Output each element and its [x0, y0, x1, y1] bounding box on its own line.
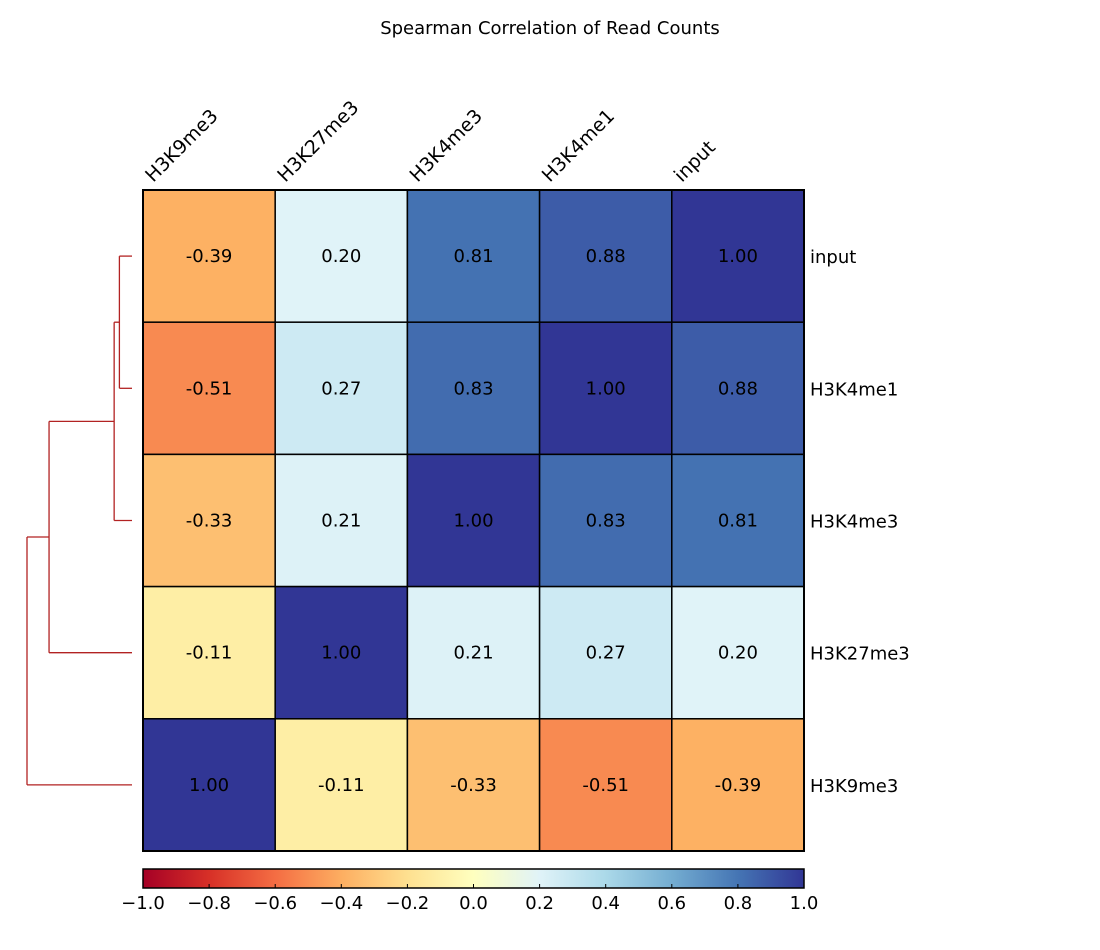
heatmap-cell: [406, 321, 541, 456]
row-label: input: [810, 247, 856, 268]
row-labels: input H3K4me1 H3K4me3 H3K27me3 H3K9me3: [810, 247, 910, 797]
colorbar-tick-label: −0.6: [253, 893, 297, 914]
heatmap-cell: [406, 585, 541, 720]
cell-value-label: -0.33: [186, 511, 233, 532]
cell-value-label: -0.39: [715, 775, 762, 796]
cell-value-label: 1.00: [718, 246, 758, 267]
cell-value-label: 1.00: [453, 511, 493, 532]
heatmap-cell: [274, 585, 409, 720]
heatmap-cell: [538, 718, 673, 852]
cell-value-label: 0.88: [586, 246, 626, 267]
cell-value-label: 0.83: [586, 511, 626, 532]
heatmap-cell: [274, 453, 409, 588]
heatmap-cell: [142, 453, 276, 588]
heatmap-cell: [406, 189, 541, 323]
cell-value-label: -0.39: [186, 246, 233, 267]
colorbar-tick-label: 0.0: [459, 893, 488, 914]
cell-value-label: 0.81: [718, 511, 758, 532]
cell-value-label: 1.00: [189, 775, 229, 796]
colorbar-tick-label: −0.8: [187, 893, 231, 914]
cell-value-label: 1.00: [586, 378, 626, 399]
heatmap-cell: [538, 453, 673, 588]
heatmap-cell: [142, 718, 276, 852]
cell-value-label: 0.81: [453, 246, 493, 267]
colorbar-tick-label: 0.2: [525, 893, 554, 914]
heatmap-cell: [538, 585, 673, 720]
cell-value-label: 0.20: [718, 643, 758, 664]
heatmap-cell: [274, 321, 409, 456]
cell-value-label: -0.33: [450, 775, 497, 796]
cell-value-label: -0.11: [318, 775, 365, 796]
cell-value-label: 0.27: [321, 378, 361, 399]
row-label: H3K4me1: [810, 379, 898, 400]
heatmap-cell: [671, 585, 805, 720]
row-label: H3K9me3: [810, 776, 898, 797]
cell-value-label: -0.51: [582, 775, 629, 796]
heatmap-cell: [406, 718, 541, 852]
heatmap-cell: [671, 453, 805, 588]
colorbar-tick-label: 1.0: [790, 893, 819, 914]
colorbar-tick-label: 0.6: [657, 893, 686, 914]
row-dendrogram: [26, 255, 132, 786]
cell-value-label: 0.27: [586, 643, 626, 664]
colorbar: −1.0 −0.8 −0.6 −0.4 −0.2 0.0 0.2 0.4 0.6 0.8 1.0: [121, 868, 819, 914]
cell-value-label: 0.20: [321, 246, 361, 267]
cell-value-label: -0.51: [186, 378, 233, 399]
row-label: H3K27me3: [810, 644, 910, 665]
cell-value-label: -0.11: [186, 643, 233, 664]
heatmap-frame: [142, 189, 805, 852]
row-label: H3K4me3: [810, 512, 898, 533]
colorbar-tick-label: −1.0: [121, 893, 165, 914]
cell-value-label: 0.88: [718, 378, 758, 399]
heatmap-cell: [142, 321, 276, 456]
heatmap-cell: [538, 189, 673, 323]
heatmap-cells: -0.39 0.20 0.81 0.88 1.00 -0.51 0.27 0.83 1.00 0.…: [142, 189, 805, 852]
cell-value-label: 0.21: [453, 643, 493, 664]
cell-value-label: 0.83: [453, 378, 493, 399]
cell-value-label: 0.21: [321, 511, 361, 532]
colorbar-tick-label: 0.8: [724, 893, 753, 914]
colorbar-tick-label: −0.4: [319, 893, 363, 914]
cell-value-label: 1.00: [321, 643, 361, 664]
chart-title: Spearman Correlation of Read Counts: [380, 18, 720, 39]
colorbar-tick-label: 0.4: [591, 893, 620, 914]
heatmap-cell: [671, 321, 805, 456]
heatmap-cell: [406, 453, 541, 588]
colorbar-tick-label: −0.2: [386, 893, 430, 914]
heatmap-cell: [538, 321, 673, 456]
